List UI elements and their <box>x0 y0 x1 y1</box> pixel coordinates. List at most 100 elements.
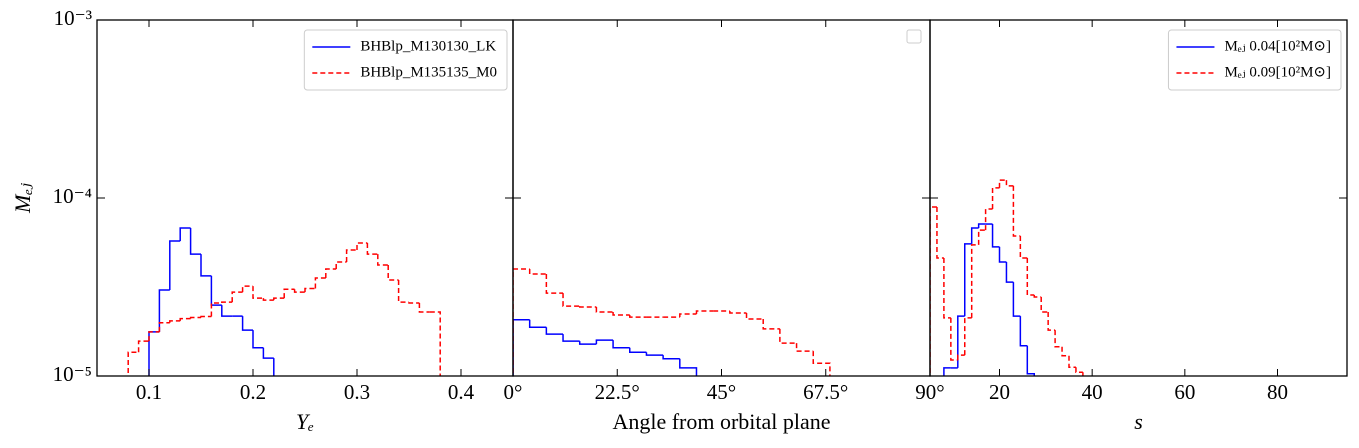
histogram-step <box>1005 261 1014 283</box>
histogram-step <box>148 331 160 376</box>
histogram-step <box>252 330 264 349</box>
legend-label: BHBlp_M130130_LK <box>360 38 496 54</box>
histogram-step <box>1019 316 1028 347</box>
histogram-step <box>179 317 191 321</box>
histogram-step <box>1012 282 1021 317</box>
histogram-step <box>612 311 630 316</box>
empty-legend <box>906 29 922 44</box>
histogram-step <box>397 280 409 303</box>
x-tick-label: 60 <box>1174 380 1195 404</box>
legend-label: Mₑⱼ 0.04[10²M⊙] <box>1224 38 1331 54</box>
histogram-step <box>314 277 326 289</box>
histogram-step <box>943 367 951 376</box>
histogram-step <box>283 288 295 299</box>
x-tick-label: 40 <box>1082 380 1103 404</box>
histogram-step <box>545 327 564 335</box>
plot-area <box>127 227 441 376</box>
x-tick-label: 45° <box>707 380 736 404</box>
histogram-step <box>1033 295 1042 298</box>
histogram-step <box>984 208 993 231</box>
histogram-step <box>241 316 253 331</box>
histogram-step <box>528 269 547 275</box>
histogram-step <box>578 306 597 308</box>
x-axis-label: Angle from orbital plane <box>612 409 830 434</box>
histogram-step <box>418 303 430 313</box>
legend: Mₑⱼ 0.04[10²M⊙] Mₑⱼ 0.09[10²M⊙] <box>1167 29 1342 91</box>
histogram-step <box>241 285 253 293</box>
histogram-step <box>998 179 1007 188</box>
histogram-step <box>200 254 212 277</box>
histogram-step <box>221 301 233 304</box>
histogram-step <box>169 320 181 323</box>
histogram-step <box>595 307 614 313</box>
histogram-step <box>998 246 1007 263</box>
histogram-step <box>158 322 170 332</box>
histogram-step <box>991 224 1000 248</box>
histogram-step <box>1005 180 1014 187</box>
histogram-step <box>762 319 780 330</box>
histogram-step <box>356 242 368 251</box>
histogram-step <box>795 343 814 352</box>
histogram-step <box>408 302 420 304</box>
histogram-step <box>513 319 530 376</box>
histogram-step <box>970 227 979 244</box>
histogram-step <box>148 331 160 342</box>
histogram-step <box>1026 345 1035 376</box>
histogram-step <box>629 315 647 318</box>
x-tick-label: 80 <box>1267 380 1288 404</box>
x-tick-label: 20 <box>989 380 1010 404</box>
histogram-step <box>127 351 139 376</box>
histogram-step <box>137 340 149 353</box>
histogram-step <box>387 265 399 281</box>
histogram-step <box>513 268 530 376</box>
histogram-step <box>977 229 986 245</box>
histogram-step <box>957 315 965 368</box>
histogram-step <box>366 242 378 255</box>
x-tick-label: 0° <box>504 380 523 404</box>
y-tick-label: 10⁻⁵ <box>53 362 92 386</box>
histogram-step <box>189 316 201 319</box>
y-tick-label: 10⁻⁴ <box>53 184 92 208</box>
histogram-step <box>964 317 972 356</box>
histogram-step <box>612 340 630 349</box>
histogram-step <box>325 268 337 279</box>
axes-frame <box>512 19 931 377</box>
x-tick-label: 0.1 <box>136 380 162 404</box>
histogram-step <box>930 206 937 376</box>
plot-area <box>513 268 831 376</box>
histogram-step <box>977 223 986 229</box>
histogram-step <box>210 302 222 317</box>
histogram-step <box>179 227 191 242</box>
histogram-step <box>936 207 944 259</box>
histogram-step <box>629 347 647 353</box>
histogram-step <box>695 310 714 315</box>
x-tick-label: 22.5° <box>595 380 640 404</box>
histogram-step <box>1019 235 1028 259</box>
legend-label: BHBlp_M135135_M0 <box>360 64 497 80</box>
histogram-step <box>528 319 547 328</box>
histogram-step <box>645 352 664 356</box>
x-tick-label: 67.5° <box>803 380 848 404</box>
histogram-step <box>964 243 972 317</box>
histogram-step <box>812 351 831 376</box>
y-axis-label: Mₑⱼ <box>10 183 35 214</box>
histogram-step <box>1061 346 1069 357</box>
histogram-step <box>262 298 274 301</box>
x-axis-label: s <box>1134 409 1143 434</box>
histogram-step <box>231 291 243 303</box>
histogram-step <box>262 347 274 359</box>
legend-label: Mₑⱼ 0.09[10²M⊙] <box>1224 64 1331 80</box>
histogram-step <box>377 254 389 266</box>
histogram-step <box>169 240 181 291</box>
histogram-step <box>595 339 614 345</box>
histogram-step <box>1040 296 1049 313</box>
y-tick-label: 10⁻³ <box>54 6 92 30</box>
histogram-step <box>1026 258 1035 296</box>
histogram-step <box>729 310 747 314</box>
histogram-step <box>273 358 275 376</box>
plot-area <box>930 179 1084 376</box>
histogram-step <box>304 287 316 293</box>
histogram-step <box>221 305 233 317</box>
histogram-step <box>1012 185 1021 237</box>
